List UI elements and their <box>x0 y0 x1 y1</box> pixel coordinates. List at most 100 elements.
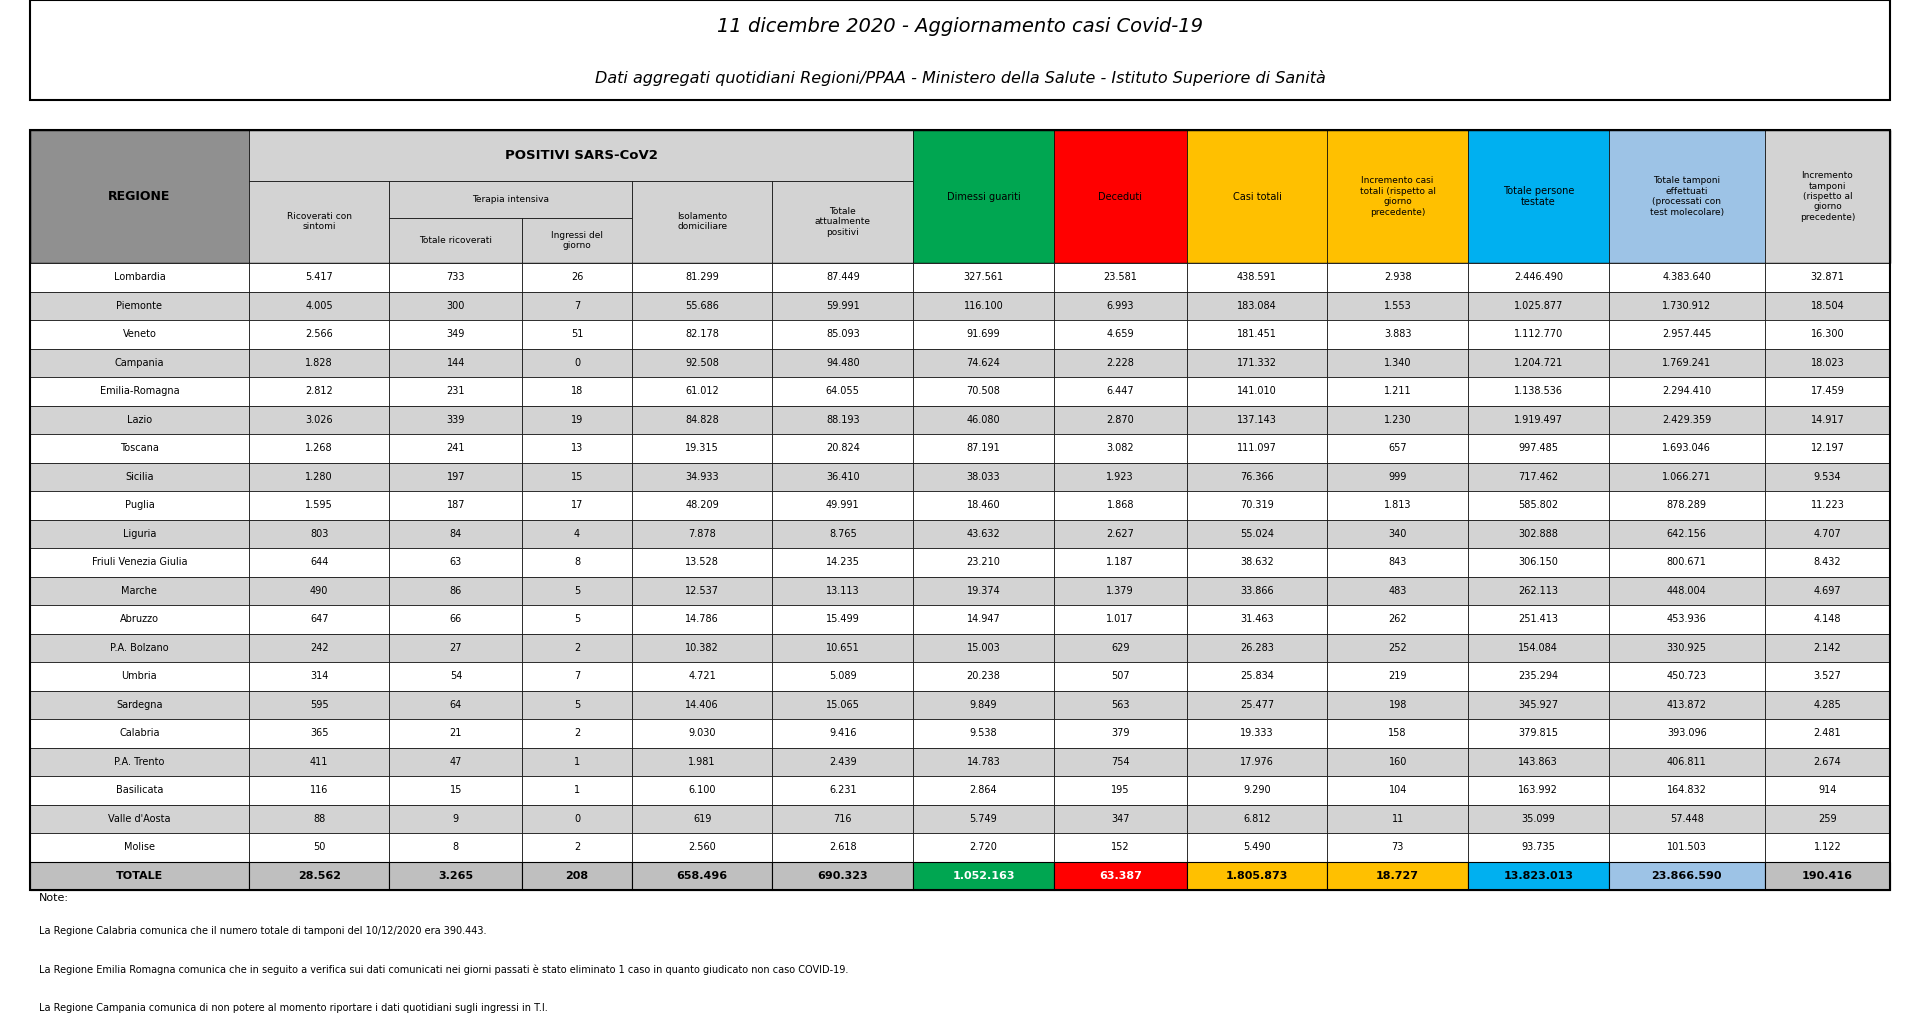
Text: 259: 259 <box>1818 814 1837 823</box>
Text: 13.528: 13.528 <box>685 557 718 567</box>
Bar <box>632 633 772 662</box>
Text: 171.332: 171.332 <box>1236 358 1277 368</box>
Text: Friuli Venezia Giulia: Friuli Venezia Giulia <box>92 557 186 567</box>
Text: 1.805.873: 1.805.873 <box>1225 871 1288 881</box>
Bar <box>31 519 250 548</box>
Text: 5: 5 <box>574 615 580 624</box>
Bar <box>1609 434 1764 463</box>
Text: 158: 158 <box>1388 728 1407 738</box>
Text: 141.010: 141.010 <box>1236 387 1277 396</box>
Text: Dimessi guariti: Dimessi guariti <box>947 191 1020 201</box>
Text: Basilicata: Basilicata <box>115 785 163 796</box>
Text: 365: 365 <box>309 728 328 738</box>
Bar <box>1764 548 1889 577</box>
Bar <box>31 263 250 292</box>
Bar <box>31 633 250 662</box>
Text: 1.268: 1.268 <box>305 443 332 453</box>
Bar <box>250 377 390 405</box>
Bar <box>632 491 772 519</box>
Bar <box>522 548 632 577</box>
Text: 413.872: 413.872 <box>1667 700 1707 709</box>
Bar <box>632 263 772 292</box>
Bar <box>772 519 914 548</box>
Bar <box>1609 833 1764 861</box>
Text: 5: 5 <box>574 586 580 596</box>
Text: 51: 51 <box>570 329 584 339</box>
Text: Sicilia: Sicilia <box>125 472 154 482</box>
Text: 81.299: 81.299 <box>685 272 718 283</box>
Bar <box>1187 776 1327 805</box>
Text: 2.812: 2.812 <box>305 387 332 396</box>
Text: 13.823.013: 13.823.013 <box>1503 871 1572 881</box>
Bar <box>250 181 390 263</box>
Text: Incremento casi
totali (rispetto al
giorno
precedente): Incremento casi totali (rispetto al gior… <box>1359 177 1436 217</box>
Text: 1.066.271: 1.066.271 <box>1663 472 1711 482</box>
Text: 4.005: 4.005 <box>305 301 332 310</box>
Bar <box>914 491 1054 519</box>
Text: 1.025.877: 1.025.877 <box>1513 301 1563 310</box>
Text: 2: 2 <box>574 842 580 852</box>
Text: 251.413: 251.413 <box>1519 615 1559 624</box>
Text: 18.460: 18.460 <box>966 501 1000 510</box>
Bar <box>1469 405 1609 434</box>
Text: Puglia: Puglia <box>125 501 154 510</box>
Text: 5.417: 5.417 <box>305 272 332 283</box>
Text: 340: 340 <box>1388 528 1407 539</box>
Bar <box>1469 577 1609 605</box>
Text: 14.947: 14.947 <box>966 615 1000 624</box>
Text: 20.238: 20.238 <box>966 671 1000 682</box>
Bar <box>250 348 390 377</box>
Bar <box>250 130 914 181</box>
Bar <box>914 861 1054 890</box>
Text: 878.289: 878.289 <box>1667 501 1707 510</box>
Bar <box>31 691 250 719</box>
Bar <box>522 218 632 263</box>
Text: 2.957.445: 2.957.445 <box>1663 329 1711 339</box>
Text: 94.480: 94.480 <box>826 358 860 368</box>
Text: 18.023: 18.023 <box>1811 358 1845 368</box>
Text: La Regione Emilia Romagna comunica che in seguito a verifica sui dati comunicati: La Regione Emilia Romagna comunica che i… <box>38 964 849 975</box>
Text: 34.933: 34.933 <box>685 472 718 482</box>
Text: 57.448: 57.448 <box>1670 814 1703 823</box>
Text: 15: 15 <box>570 472 584 482</box>
Bar <box>1054 691 1187 719</box>
Text: 4: 4 <box>574 528 580 539</box>
Text: 7: 7 <box>574 301 580 310</box>
Bar <box>1469 548 1609 577</box>
Text: 379: 379 <box>1112 728 1129 738</box>
Text: 914: 914 <box>1818 785 1837 796</box>
Bar <box>772 605 914 633</box>
Bar <box>1187 292 1327 320</box>
Text: 48.209: 48.209 <box>685 501 718 510</box>
Text: 25.834: 25.834 <box>1240 671 1273 682</box>
Text: 999: 999 <box>1388 472 1407 482</box>
Text: 92.508: 92.508 <box>685 358 718 368</box>
Bar <box>250 605 390 633</box>
Bar <box>1609 605 1764 633</box>
Bar <box>772 348 914 377</box>
Bar <box>31 605 250 633</box>
Bar <box>1187 605 1327 633</box>
Text: 5.490: 5.490 <box>1242 842 1271 852</box>
Text: Ricoverati con
sintomi: Ricoverati con sintomi <box>286 212 351 231</box>
Text: 1.919.497: 1.919.497 <box>1513 414 1563 425</box>
Bar <box>1764 833 1889 861</box>
Text: 1.204.721: 1.204.721 <box>1513 358 1563 368</box>
Text: 330.925: 330.925 <box>1667 642 1707 653</box>
Text: 14.786: 14.786 <box>685 615 718 624</box>
Text: 154.084: 154.084 <box>1519 642 1559 653</box>
Text: 15.003: 15.003 <box>966 642 1000 653</box>
Bar <box>1187 691 1327 719</box>
Bar <box>1327 491 1469 519</box>
Text: 55.024: 55.024 <box>1240 528 1275 539</box>
Text: 2.294.410: 2.294.410 <box>1663 387 1711 396</box>
Bar <box>1764 263 1889 292</box>
Text: 5.749: 5.749 <box>970 814 996 823</box>
Text: 21: 21 <box>449 728 463 738</box>
Text: 5: 5 <box>574 700 580 709</box>
Bar <box>632 405 772 434</box>
Bar <box>1054 833 1187 861</box>
Bar <box>1469 377 1609 405</box>
Bar <box>1764 776 1889 805</box>
Text: 1.122: 1.122 <box>1814 842 1841 852</box>
